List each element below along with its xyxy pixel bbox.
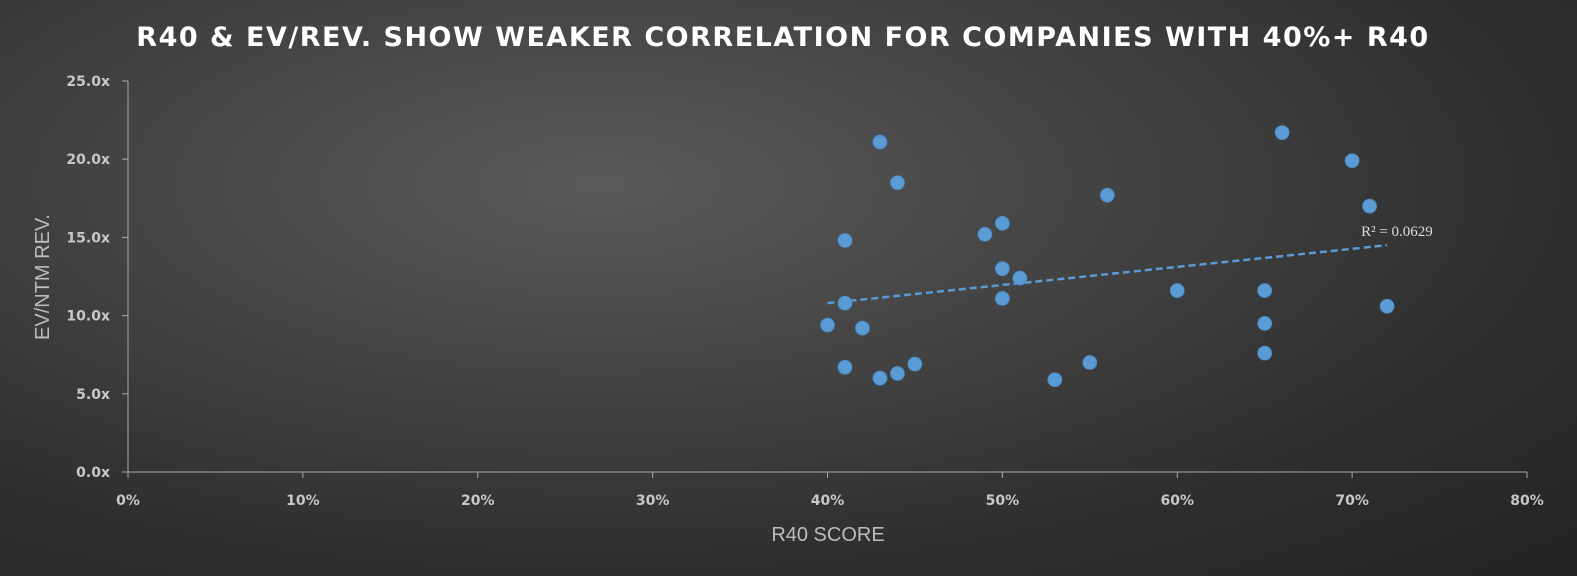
points-group xyxy=(820,125,1395,388)
data-point xyxy=(890,175,905,191)
data-point xyxy=(994,215,1010,231)
x-tick-label: 10% xyxy=(286,493,320,509)
axes: 0.0x 5.0x 10.0x 15.0x 20.0x 25.0x 0% 10% 20% 30% 4… xyxy=(66,74,1543,509)
data-point xyxy=(872,370,888,386)
trendline xyxy=(827,243,1388,305)
r-squared-label: R² = 0.0629 xyxy=(1361,224,1433,240)
x-tick-label: 70% xyxy=(1335,493,1369,509)
y-tick-label: 25.0x xyxy=(66,74,110,90)
x-axis-title: R40 SCORE xyxy=(771,524,884,546)
chart-title: R40 & EV/REV. SHOW WEAKER CORRELATION FO… xyxy=(136,22,1429,53)
y-tick-label: 15.0x xyxy=(66,230,110,246)
data-point xyxy=(994,290,1010,306)
data-point xyxy=(994,261,1010,277)
data-point xyxy=(1099,187,1115,203)
data-point xyxy=(1082,355,1098,370)
data-point xyxy=(1257,345,1273,361)
data-point xyxy=(977,226,993,242)
y-tick-label: 5.0x xyxy=(76,387,110,403)
data-point xyxy=(855,320,870,336)
trendline-group: R² = 0.0629 xyxy=(827,224,1433,305)
data-point xyxy=(1379,298,1395,314)
data-point xyxy=(820,317,835,333)
x-tick-label: 60% xyxy=(1160,493,1194,509)
x-tick-label: 80% xyxy=(1510,493,1544,509)
data-point xyxy=(1257,283,1273,298)
y-tick-label: 10.0x xyxy=(66,309,110,325)
data-point xyxy=(890,366,905,381)
data-point xyxy=(907,356,923,372)
x-tick-label: 0% xyxy=(116,493,140,509)
data-point xyxy=(1362,198,1378,214)
data-point xyxy=(837,233,853,248)
y-tick-label: 20.0x xyxy=(66,152,110,168)
data-point xyxy=(872,134,888,150)
x-tick-label: 30% xyxy=(636,493,670,509)
x-tick-label: 50% xyxy=(986,493,1020,509)
x-tick-label: 40% xyxy=(811,493,845,509)
data-point xyxy=(1169,283,1185,298)
data-point xyxy=(1274,125,1290,141)
x-tick-label: 20% xyxy=(461,493,495,509)
y-tick-label: 0.0x xyxy=(76,465,110,481)
y-axis-title: EV/NTM REV. xyxy=(32,214,54,340)
data-point xyxy=(1012,270,1028,286)
data-point xyxy=(837,359,853,375)
data-point xyxy=(1047,372,1063,388)
data-point xyxy=(1257,316,1273,331)
data-point xyxy=(1344,153,1360,169)
data-point xyxy=(837,295,853,311)
